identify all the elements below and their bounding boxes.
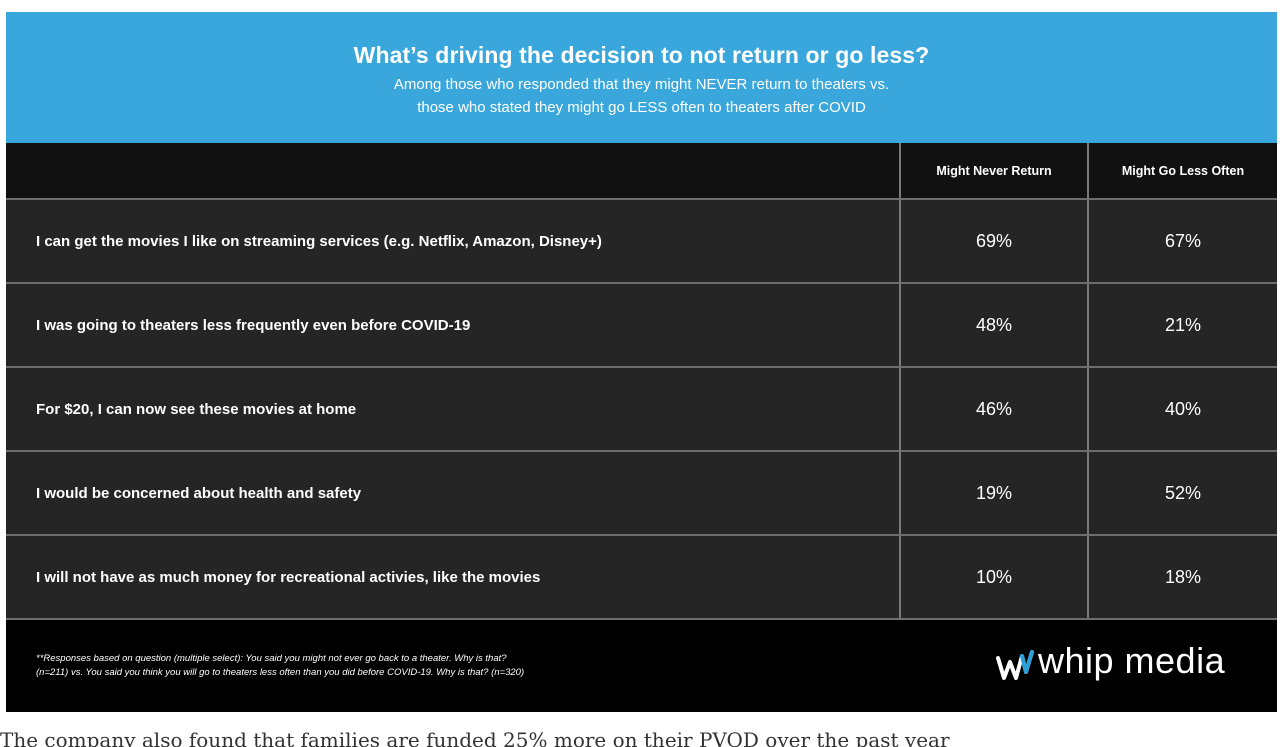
infographic: What’s driving the decision to not retur… (6, 12, 1277, 712)
table-row: I was going to theaters less frequently … (6, 282, 1277, 366)
chart-subtitle-line-2: those who stated they might go LESS ofte… (417, 99, 866, 116)
chart-footer: **Responses based on question (multiple … (6, 618, 1277, 712)
footnote: **Responses based on question (multiple … (36, 652, 796, 680)
value-might-never-return: 10% (899, 536, 1087, 618)
chart-title: What’s driving the decision to not retur… (353, 42, 930, 68)
column-header-might-never-return: Might Never Return (899, 143, 1087, 198)
whip-media-wave-icon (996, 650, 1034, 680)
row-label: I will not have as much money for recrea… (36, 568, 541, 586)
row-label: For $20, I can now see these movies at h… (36, 400, 357, 418)
row-label: I was going to theaters less frequently … (36, 316, 471, 334)
chart-subtitle-line-1: Among those who responded that they migh… (393, 76, 890, 93)
table-header-row: Might Never Return Might Go Less Often (6, 143, 1277, 198)
logo-text: whip media (1038, 640, 1226, 681)
footnote-line-1: **Responses based on question (multiple … (36, 653, 507, 664)
table-row: I would be concerned about health and sa… (6, 450, 1277, 534)
column-header-label (6, 143, 899, 198)
value-might-never-return: 48% (899, 284, 1087, 366)
row-label: I can get the movies I like on streaming… (36, 232, 602, 250)
table-row: I can get the movies I like on streaming… (6, 198, 1277, 282)
value-might-go-less-often: 67% (1087, 200, 1277, 282)
column-header-might-go-less-often: Might Go Less Often (1087, 143, 1277, 198)
chart-header: What’s driving the decision to not retur… (6, 12, 1277, 143)
value-might-go-less-often: 40% (1087, 368, 1277, 450)
footnote-line-2: (n=211) vs. You said you think you will … (36, 667, 525, 678)
value-might-go-less-often: 21% (1087, 284, 1277, 366)
table-row: For $20, I can now see these movies at h… (6, 366, 1277, 450)
row-label: I would be concerned about health and sa… (36, 484, 362, 502)
value-might-never-return: 46% (899, 368, 1087, 450)
table-row: I will not have as much money for recrea… (6, 534, 1277, 618)
article-caption: The company also found that families are… (0, 728, 950, 747)
value-might-go-less-often: 18% (1087, 536, 1277, 618)
value-might-never-return: 69% (899, 200, 1087, 282)
value-might-go-less-often: 52% (1087, 452, 1277, 534)
value-might-never-return: 19% (899, 452, 1087, 534)
